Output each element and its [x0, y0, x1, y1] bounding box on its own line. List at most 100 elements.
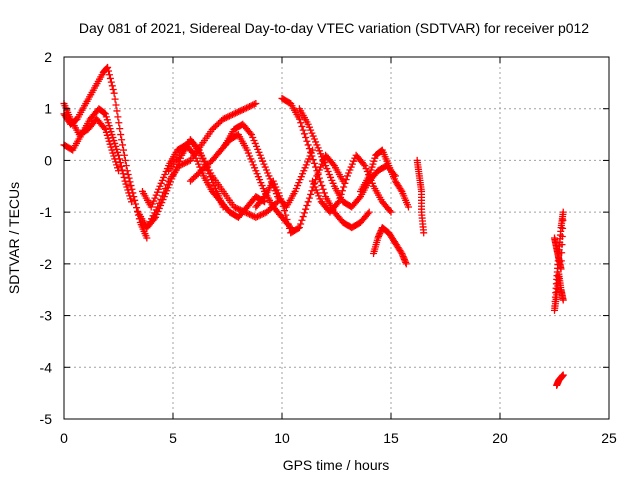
series-arc-17: [551, 208, 567, 314]
data-point: [317, 178, 325, 186]
data-point: [278, 198, 286, 206]
data-point: [119, 146, 127, 154]
data-point: [235, 205, 243, 213]
data-point: [230, 110, 238, 118]
data-point: [333, 199, 341, 207]
data-point: [303, 137, 311, 145]
data-point: [303, 201, 311, 209]
data-point: [294, 224, 302, 232]
data-point: [364, 210, 372, 218]
data-point: [320, 189, 328, 197]
data-point: [246, 129, 254, 137]
data-point: [120, 151, 128, 159]
data-point: [299, 213, 307, 221]
data-point: [109, 86, 117, 94]
data-point: [402, 260, 410, 268]
data-point: [342, 176, 350, 184]
data-point: [279, 202, 287, 210]
data-point: [123, 167, 131, 175]
data-point: [386, 207, 394, 215]
data-point: [110, 89, 118, 97]
data-points: [60, 63, 567, 389]
x-tick-label: 5: [169, 430, 177, 446]
data-point: [283, 216, 291, 224]
data-point: [115, 167, 122, 175]
data-point: [307, 190, 315, 198]
series-arc-10: [252, 151, 347, 237]
data-point: [559, 296, 567, 304]
data-point: [272, 199, 280, 207]
data-point: [338, 187, 346, 195]
data-point: [252, 213, 260, 221]
data-point: [337, 190, 345, 198]
data-point: [253, 213, 261, 221]
data-point: [255, 212, 263, 220]
data-point: [108, 82, 116, 90]
data-point: [280, 207, 288, 215]
data-point: [309, 156, 317, 164]
data-point: [246, 210, 254, 218]
y-tick-label: -4: [40, 359, 53, 375]
data-point: [314, 170, 322, 178]
data-point: [225, 112, 233, 120]
data-point: [236, 206, 244, 214]
data-point: [239, 207, 247, 215]
data-point: [236, 107, 244, 115]
data-point: [154, 203, 162, 211]
data-point: [302, 134, 310, 142]
data-point: [111, 95, 119, 103]
data-point: [132, 200, 140, 208]
data-point: [295, 115, 303, 123]
data-point: [250, 100, 258, 108]
data-point: [365, 208, 373, 216]
data-point: [158, 192, 166, 200]
series-arc-7: [165, 136, 282, 221]
data-point: [297, 119, 305, 127]
data-point: [222, 114, 230, 122]
data-point: [120, 173, 128, 181]
data-point: [224, 113, 232, 121]
data-point: [106, 74, 114, 82]
data-point: [155, 199, 163, 207]
data-point: [329, 160, 337, 168]
data-point: [176, 162, 184, 170]
data-point: [143, 234, 151, 242]
data-point: [298, 122, 306, 130]
data-point: [238, 106, 246, 114]
x-axis-label: GPS time / hours: [283, 457, 390, 473]
data-point: [295, 224, 303, 232]
data-point: [119, 141, 127, 149]
data-point: [247, 102, 255, 110]
data-point: [116, 159, 124, 167]
data-point: [299, 126, 307, 134]
data-point: [312, 176, 320, 184]
data-point: [117, 162, 125, 170]
data-point: [304, 198, 312, 206]
series-arc-16: [413, 156, 428, 237]
data-point: [121, 156, 129, 164]
data-point: [239, 105, 247, 113]
data-point: [559, 371, 567, 379]
data-point: [163, 181, 171, 189]
data-point: [162, 185, 170, 193]
chart-title: Day 081 of 2021, Sidereal Day-to-day VTE…: [79, 20, 589, 36]
data-point: [113, 107, 121, 115]
data-point: [310, 159, 318, 167]
data-point: [100, 109, 108, 117]
data-point: [119, 170, 127, 178]
data-point: [557, 265, 565, 273]
data-point: [241, 208, 249, 216]
data-point: [107, 78, 115, 86]
data-point: [298, 216, 306, 224]
data-point: [233, 204, 241, 212]
data-point: [124, 170, 132, 178]
data-point: [340, 183, 348, 191]
y-tick-label: 2: [44, 49, 52, 65]
data-point: [177, 161, 185, 169]
data-point: [260, 210, 268, 218]
series-arc-6: [143, 100, 260, 232]
x-tick-label: 25: [601, 430, 617, 446]
data-point: [125, 174, 133, 182]
series-arc-15: [370, 224, 410, 268]
data-point: [105, 71, 113, 79]
